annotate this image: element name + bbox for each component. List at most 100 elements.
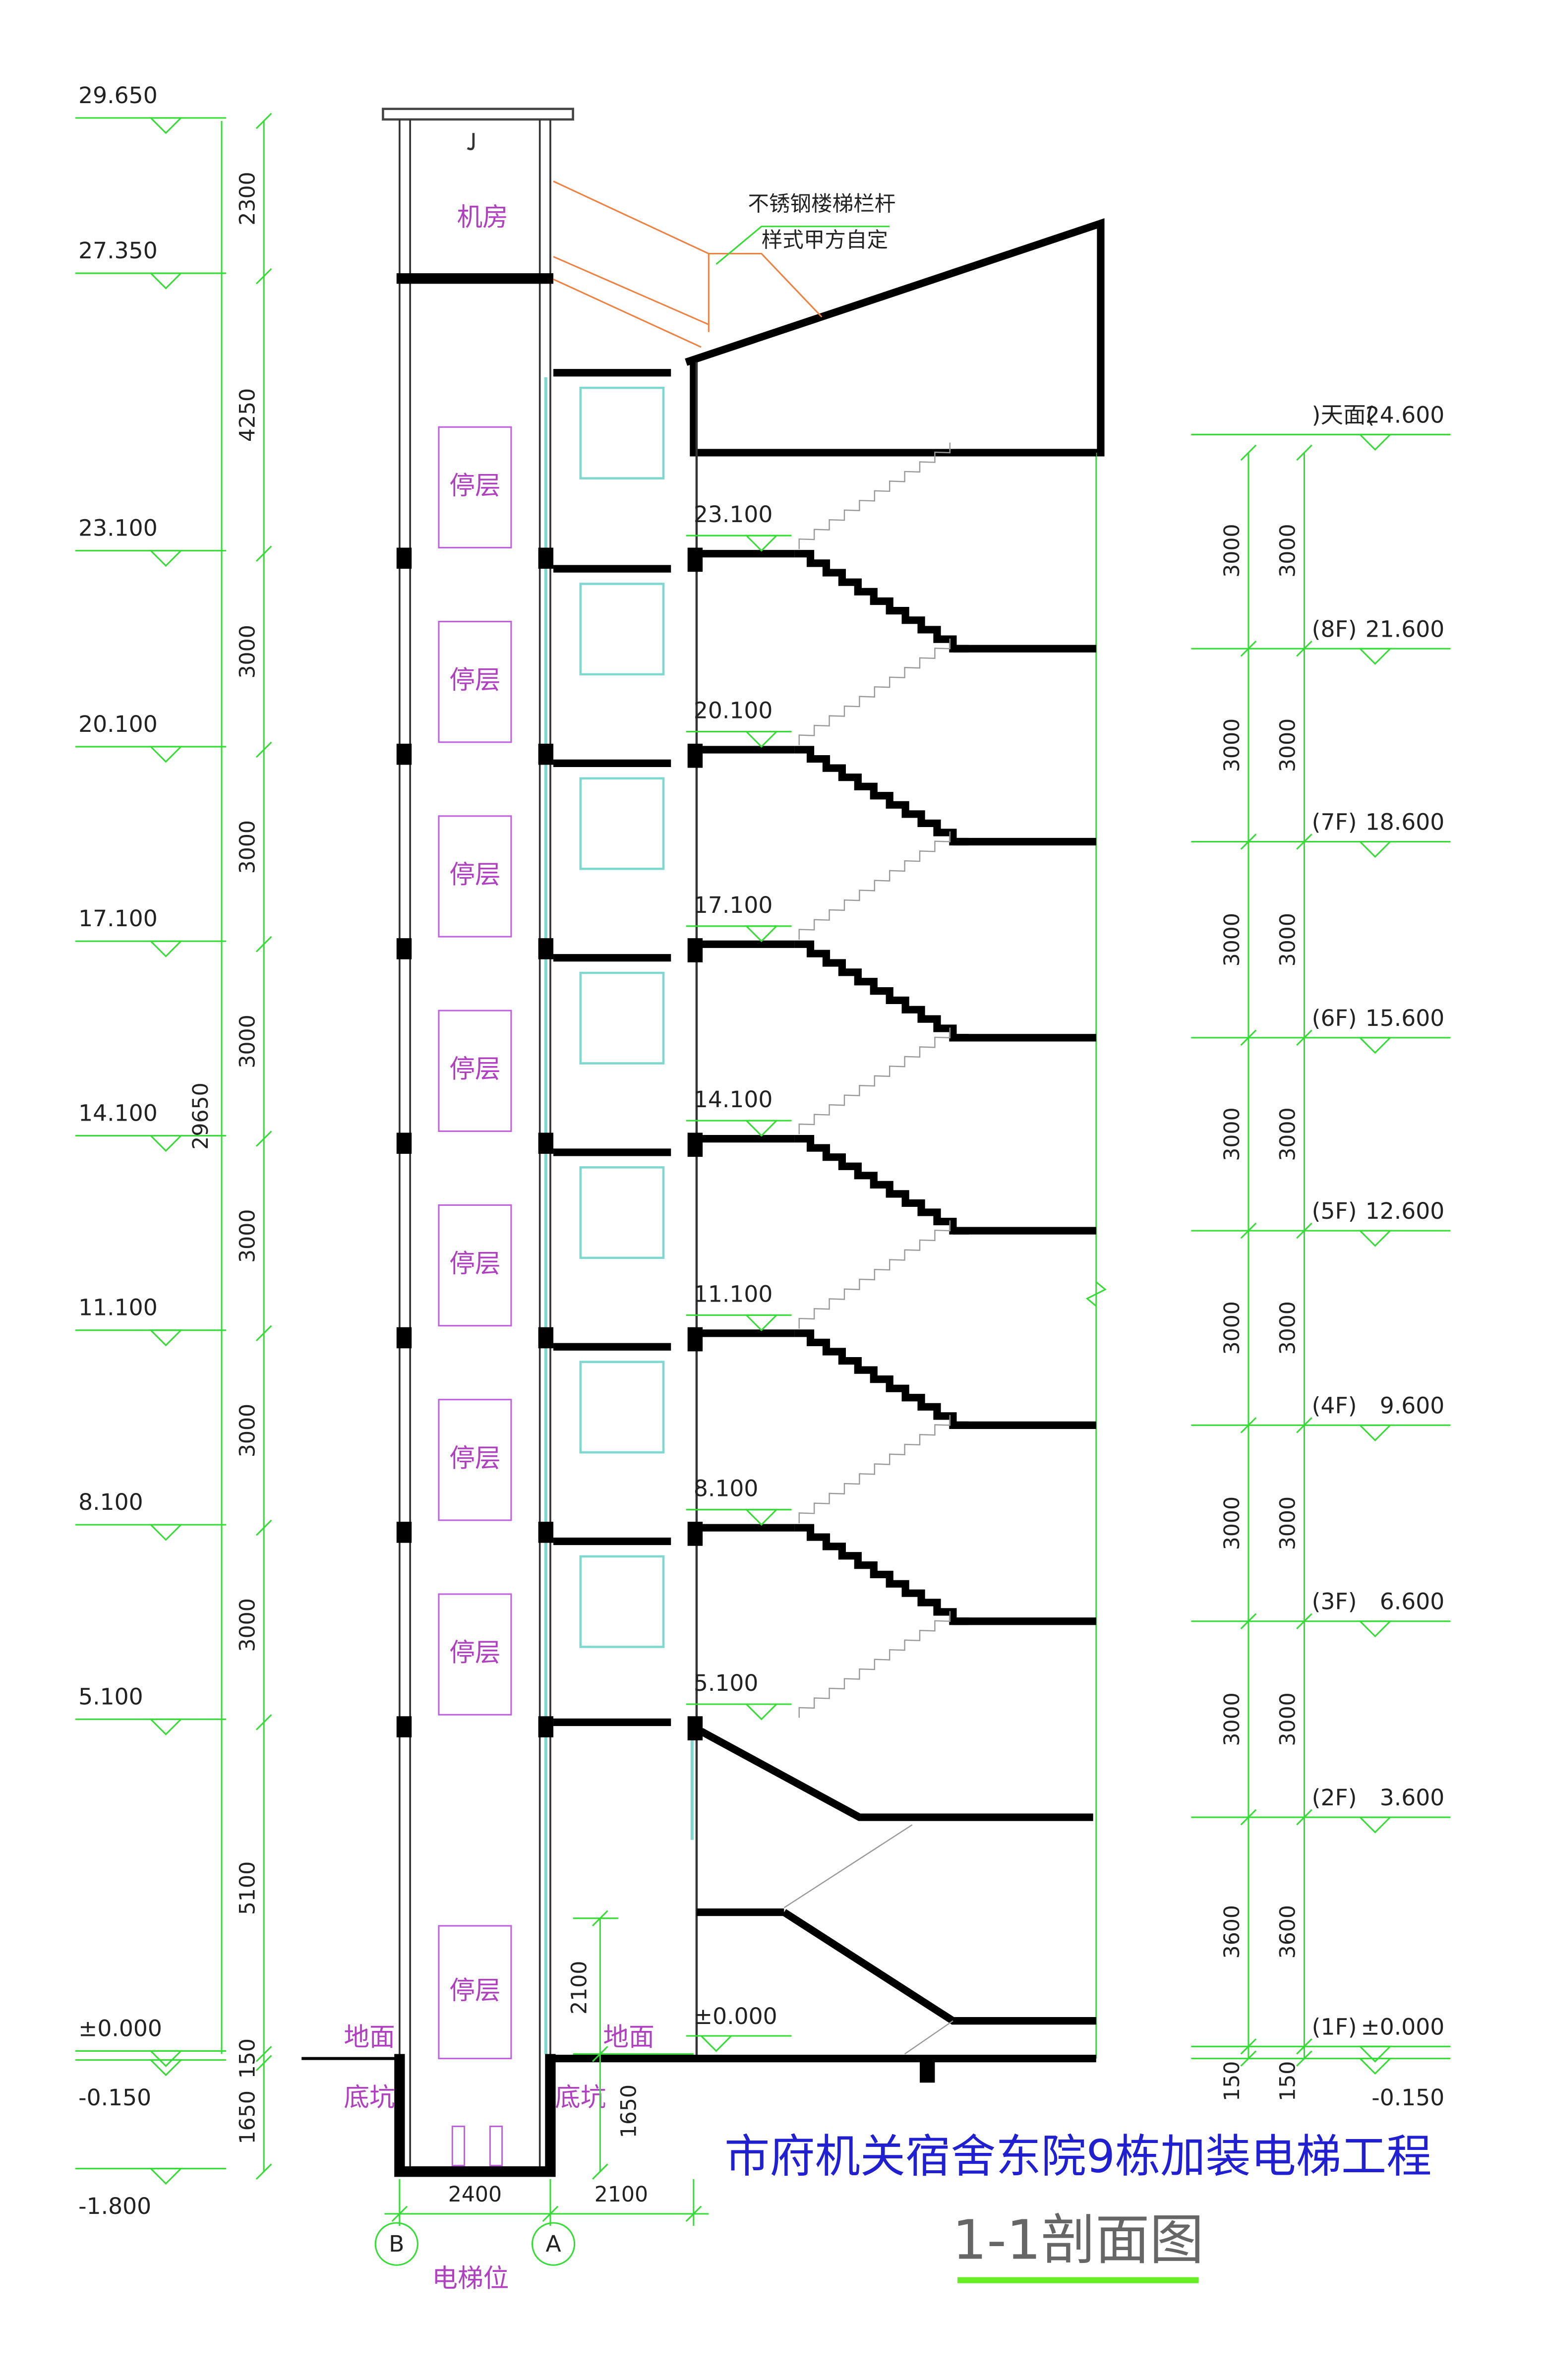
stair-flight-seen — [904, 2020, 953, 2055]
level-label: 24.600 — [1366, 402, 1445, 428]
roof — [685, 218, 1105, 457]
dim-label: 150 — [1276, 2061, 1301, 2101]
window — [579, 583, 665, 676]
window — [579, 971, 665, 1065]
dim-tick — [255, 2163, 272, 2180]
dim-label: 5100 — [235, 1861, 260, 1915]
floor-label: (7F) — [1312, 809, 1357, 835]
dim-label: 3000 — [1220, 1107, 1245, 1161]
stair-flight — [794, 1135, 969, 1235]
dim-label: 3000 — [1220, 1301, 1245, 1355]
level-marker — [149, 2059, 183, 2077]
dim-tick — [1240, 444, 1257, 461]
dim-label: 3000 — [1220, 1496, 1245, 1550]
shaft-beam — [396, 938, 412, 959]
room-label: 停层 — [449, 1638, 500, 1668]
room-label: 机房 — [457, 203, 508, 233]
dim-tick — [255, 2046, 272, 2062]
dim-tick — [255, 1130, 272, 1147]
level-marker — [149, 2050, 183, 2067]
stop-box — [438, 426, 512, 549]
level-label: 27.350 — [78, 238, 158, 264]
stair-level-label: ±0.000 — [694, 2003, 777, 2029]
window — [579, 386, 665, 479]
window — [579, 1555, 665, 1648]
dim-tick — [1296, 1613, 1312, 1630]
stop-box — [438, 621, 512, 743]
level-marker — [1358, 1424, 1392, 1441]
dim-tick — [1240, 2050, 1257, 2067]
stop-box — [438, 1204, 512, 1327]
floor-label: (8F) — [1312, 616, 1357, 642]
dim-tick — [1240, 1417, 1257, 1433]
level-label: 11.100 — [78, 1295, 158, 1321]
dim-label: 3000 — [1276, 524, 1301, 577]
machine-room-floor — [396, 273, 554, 284]
dim-label: 3000 — [1276, 1692, 1301, 1746]
stair-flight — [794, 1329, 969, 1429]
level-label: 18.600 — [1366, 809, 1445, 835]
level-marker — [149, 940, 183, 957]
dim-label: 1650 — [235, 2090, 260, 2144]
dim-label: 3000 — [1220, 1692, 1245, 1746]
stair-level-label: 14.100 — [694, 1086, 773, 1113]
dim-label: 3000 — [235, 1598, 260, 1652]
dim-tick — [255, 113, 272, 129]
level-label: 5.100 — [78, 1683, 143, 1710]
beam — [687, 1716, 703, 1740]
stair-level-label: 8.100 — [694, 1476, 759, 1502]
stair-level-label: 23.100 — [694, 501, 773, 528]
stop-box — [438, 1593, 512, 1716]
shaft-beam — [538, 938, 554, 959]
beam — [687, 938, 703, 962]
shaft-beam — [538, 1522, 554, 1543]
hook — [467, 133, 475, 150]
shaft-beam — [396, 743, 412, 765]
axis-bubble — [374, 2222, 418, 2266]
window — [579, 1166, 665, 1259]
shaft-beam — [396, 1522, 412, 1543]
dim-label: 3000 — [235, 1404, 260, 1457]
level-label: 9.600 — [1380, 1392, 1445, 1419]
beam — [687, 547, 703, 572]
dim-label: 3000 — [235, 1209, 260, 1263]
level-marker — [1358, 1037, 1392, 1054]
beam — [687, 1327, 703, 1352]
dim-tick — [592, 2163, 608, 2180]
shaft-beam — [396, 1716, 412, 1737]
level-label: 21.600 — [1366, 616, 1445, 642]
level-label: 14.100 — [78, 1100, 158, 1126]
stop-box — [438, 815, 512, 938]
shaft-beam — [538, 547, 554, 569]
ground-label: 地面 — [344, 2023, 395, 2052]
stair-flight-seen — [798, 1220, 951, 1329]
level-marker — [149, 746, 183, 763]
shaft-beam — [538, 1716, 554, 1737]
dim-tick — [1240, 640, 1257, 657]
level-label: -0.150 — [78, 2084, 151, 2111]
floor-label: (4F) — [1312, 1392, 1357, 1419]
room-label: 停层 — [449, 1055, 500, 1084]
shaft-beam — [396, 1327, 412, 1349]
dim-tick — [1240, 1613, 1257, 1630]
level-label: 12.600 — [1366, 1198, 1445, 1224]
stair-flight — [794, 550, 969, 653]
dim-tick — [1296, 1029, 1312, 1046]
stair-flight — [699, 1728, 1093, 1821]
railing — [553, 256, 709, 325]
stair-flight-seen — [798, 638, 951, 745]
ground-label: 地面 — [603, 2023, 654, 2052]
axis-label: A — [545, 2231, 561, 2257]
note: 样式甲方自定 — [762, 228, 888, 253]
stair-flight — [794, 746, 969, 846]
dim-tick — [1240, 1029, 1257, 1046]
shaft-beam — [396, 547, 412, 569]
floor-label: )天面( — [1312, 402, 1375, 428]
stair-level-label: 20.100 — [694, 697, 773, 723]
level-marker — [699, 2035, 733, 2052]
level-marker — [1358, 433, 1392, 451]
stair-flight-seen — [798, 1027, 951, 1134]
level-label: 29.650 — [78, 82, 158, 109]
